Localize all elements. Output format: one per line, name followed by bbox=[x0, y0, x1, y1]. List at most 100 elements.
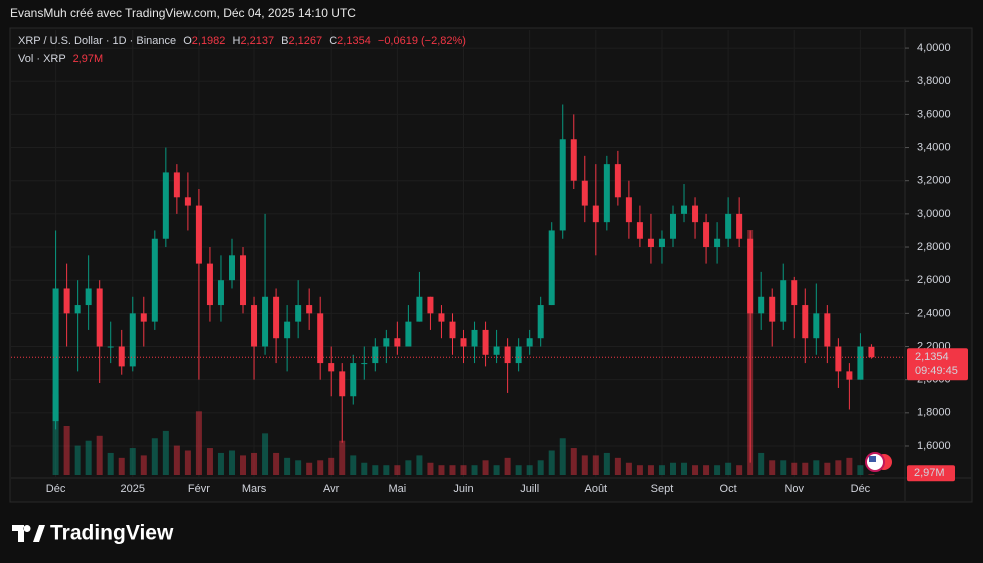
candle-body bbox=[692, 205, 699, 223]
candle-body bbox=[217, 280, 224, 306]
volume-bar bbox=[559, 438, 566, 475]
candle-body bbox=[284, 321, 291, 339]
volume-bar bbox=[460, 465, 467, 475]
candle-body bbox=[52, 288, 59, 422]
volume-bar bbox=[647, 465, 654, 475]
candle-body bbox=[273, 296, 280, 339]
candle-body bbox=[736, 213, 743, 239]
candle-body bbox=[438, 313, 445, 322]
legend: XRP / U.S. Dollar · 1D · Binance O2,1982… bbox=[18, 35, 466, 47]
volume-bar bbox=[184, 450, 191, 475]
last-price-label: 2,1354 bbox=[915, 351, 949, 363]
volume-bar bbox=[107, 452, 114, 475]
volume-bar bbox=[52, 394, 59, 475]
volume-bar bbox=[758, 452, 765, 475]
volume-bar bbox=[669, 462, 676, 475]
brand-logo bbox=[12, 525, 45, 542]
volume-legend: Vol · XRP 2,97M bbox=[18, 53, 103, 65]
candle-body bbox=[206, 263, 213, 306]
candle-body bbox=[592, 205, 599, 223]
candle-body bbox=[747, 238, 754, 314]
brand: TradingView bbox=[12, 522, 174, 545]
x-tick-label: Août bbox=[584, 483, 607, 495]
volume-bar bbox=[681, 462, 688, 475]
last-price-box bbox=[907, 348, 968, 381]
candle-body bbox=[482, 329, 489, 355]
axes: 1,60001,80002,00002,20002,40002,60002,80… bbox=[11, 42, 968, 495]
x-tick-label: Déc bbox=[851, 483, 871, 495]
countdown: 09:49:45 bbox=[915, 365, 958, 377]
volume-bar bbox=[548, 450, 555, 475]
c-key: C bbox=[329, 35, 337, 47]
volume-bar bbox=[317, 460, 324, 475]
volume-bar bbox=[306, 462, 313, 475]
volume-bar bbox=[824, 462, 831, 475]
candle-body bbox=[493, 346, 500, 355]
candle-body bbox=[581, 180, 588, 206]
volume-bar bbox=[240, 455, 247, 475]
volume-bar bbox=[780, 460, 787, 475]
candle-body bbox=[813, 313, 820, 339]
y-tick-label: 2,8000 bbox=[917, 241, 951, 253]
candle-body bbox=[636, 222, 643, 239]
volume-bar bbox=[129, 448, 136, 475]
candle-body bbox=[372, 346, 379, 364]
candle-body bbox=[162, 172, 169, 239]
volume-bar bbox=[813, 460, 820, 475]
volume-bar bbox=[162, 430, 169, 475]
y-tick-label: 1,6000 bbox=[917, 440, 951, 452]
candle-body bbox=[240, 255, 247, 306]
candle-body bbox=[129, 313, 136, 367]
x-tick-label: Avr bbox=[323, 483, 340, 495]
volume-bar bbox=[394, 465, 401, 475]
candle-body bbox=[669, 213, 676, 239]
candle-body bbox=[416, 296, 423, 322]
volume-bar bbox=[295, 460, 302, 475]
volume-name: Vol · XRP bbox=[18, 53, 66, 65]
candle-body bbox=[383, 338, 390, 347]
candle-body bbox=[504, 346, 511, 364]
open-value: 2,1982 bbox=[192, 35, 226, 47]
candle-body bbox=[769, 296, 776, 322]
volume-bar bbox=[614, 457, 621, 475]
volume-bar bbox=[868, 474, 875, 475]
candle-body bbox=[548, 230, 555, 306]
x-tick-label: Sept bbox=[651, 483, 674, 495]
candle-body bbox=[725, 213, 732, 239]
candle-body bbox=[74, 305, 81, 314]
volume-bar bbox=[703, 465, 710, 475]
volume-bar bbox=[482, 460, 489, 475]
y-tick-label: 3,4000 bbox=[917, 141, 951, 153]
volume-bar bbox=[228, 450, 235, 475]
volume-bar bbox=[416, 455, 423, 475]
y-tick-label: 2,6000 bbox=[917, 274, 951, 286]
volume-bar bbox=[725, 462, 732, 475]
candle-body bbox=[780, 280, 787, 322]
volume-bar bbox=[96, 435, 103, 475]
x-tick-label: Oct bbox=[720, 483, 737, 495]
x-tick-label: Nov bbox=[784, 483, 804, 495]
volume-bar bbox=[262, 433, 269, 475]
symbol: XRP / U.S. Dollar · 1D · Binance bbox=[18, 35, 176, 47]
y-tick-label: 2,4000 bbox=[917, 307, 951, 319]
volume-bar bbox=[769, 460, 776, 475]
volume-bar bbox=[714, 465, 721, 475]
candle-body bbox=[857, 346, 864, 380]
volume-bar bbox=[449, 465, 456, 475]
volume-bar bbox=[537, 460, 544, 475]
candle-body bbox=[262, 296, 269, 347]
volume-bar bbox=[802, 462, 809, 475]
candle-body bbox=[471, 329, 478, 347]
candle-body bbox=[802, 305, 809, 339]
volume-bar bbox=[658, 465, 665, 475]
candle-body bbox=[295, 305, 302, 322]
candle-body bbox=[647, 238, 654, 248]
candle-body bbox=[449, 321, 456, 339]
candle-body bbox=[350, 363, 357, 397]
volume-bar bbox=[857, 465, 864, 475]
candle-body bbox=[151, 238, 158, 322]
volume-bar bbox=[405, 460, 412, 475]
candle-body bbox=[835, 346, 842, 372]
volume-label: 2,97M bbox=[914, 467, 945, 479]
candle-body bbox=[658, 238, 665, 248]
